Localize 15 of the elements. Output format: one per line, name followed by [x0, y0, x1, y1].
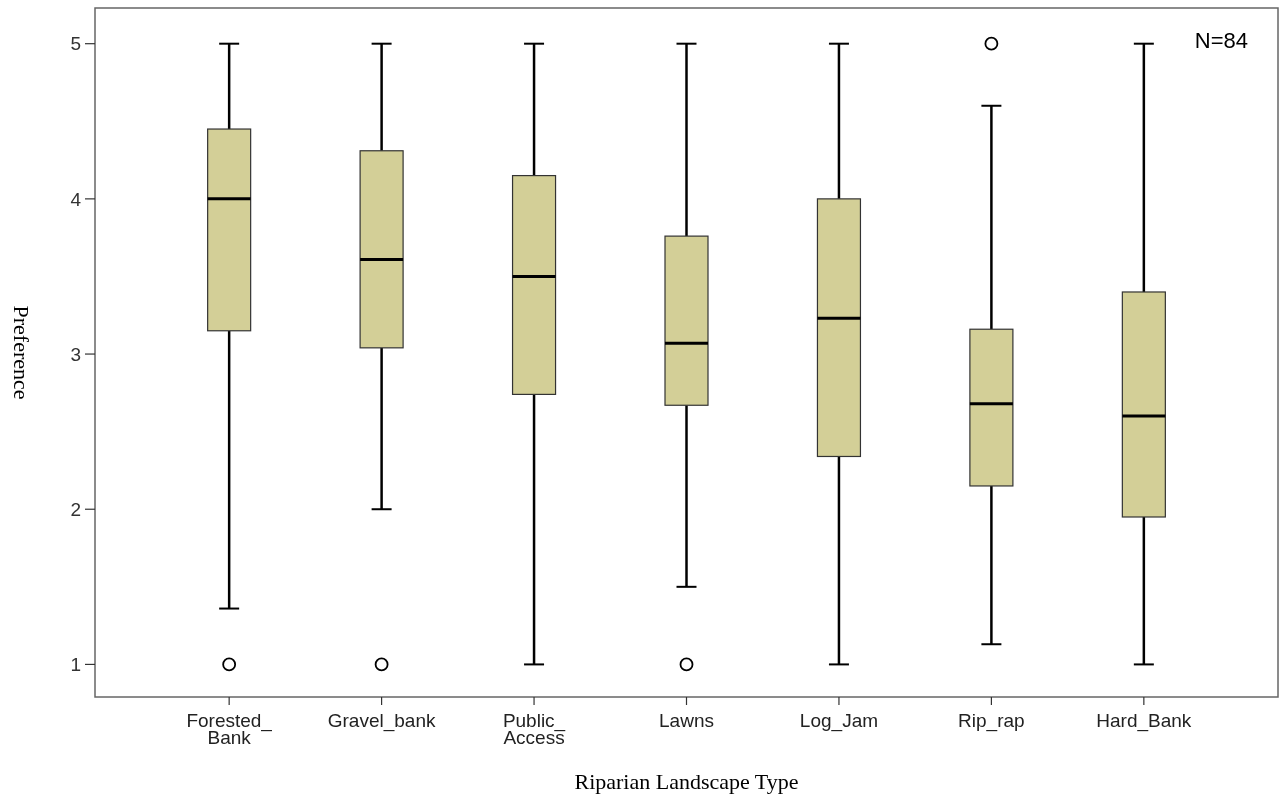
- x-tick-label: Rip_rap: [958, 710, 1025, 732]
- y-tick-label: 3: [70, 343, 81, 365]
- x-tick-label: Public_ Access: [502, 710, 566, 748]
- x-tick-label: Gravel_bank: [327, 710, 436, 732]
- y-axis-title: Preference: [9, 305, 34, 400]
- y-tick-label: 5: [70, 33, 81, 55]
- x-tick-label: Log_Jam: [799, 710, 879, 732]
- y-tick-label: 1: [70, 654, 81, 676]
- y-tick-label: 4: [70, 188, 82, 210]
- x-tick-label: Forested_ Bank: [186, 710, 273, 748]
- annotation: N=84: [1194, 28, 1248, 53]
- x-tick-label: Lawns: [659, 710, 714, 731]
- y-tick-label: 2: [70, 498, 81, 520]
- x-axis-title: Riparian Landscape Type: [574, 769, 799, 794]
- x-tick-label: Hard_Bank: [1096, 710, 1192, 732]
